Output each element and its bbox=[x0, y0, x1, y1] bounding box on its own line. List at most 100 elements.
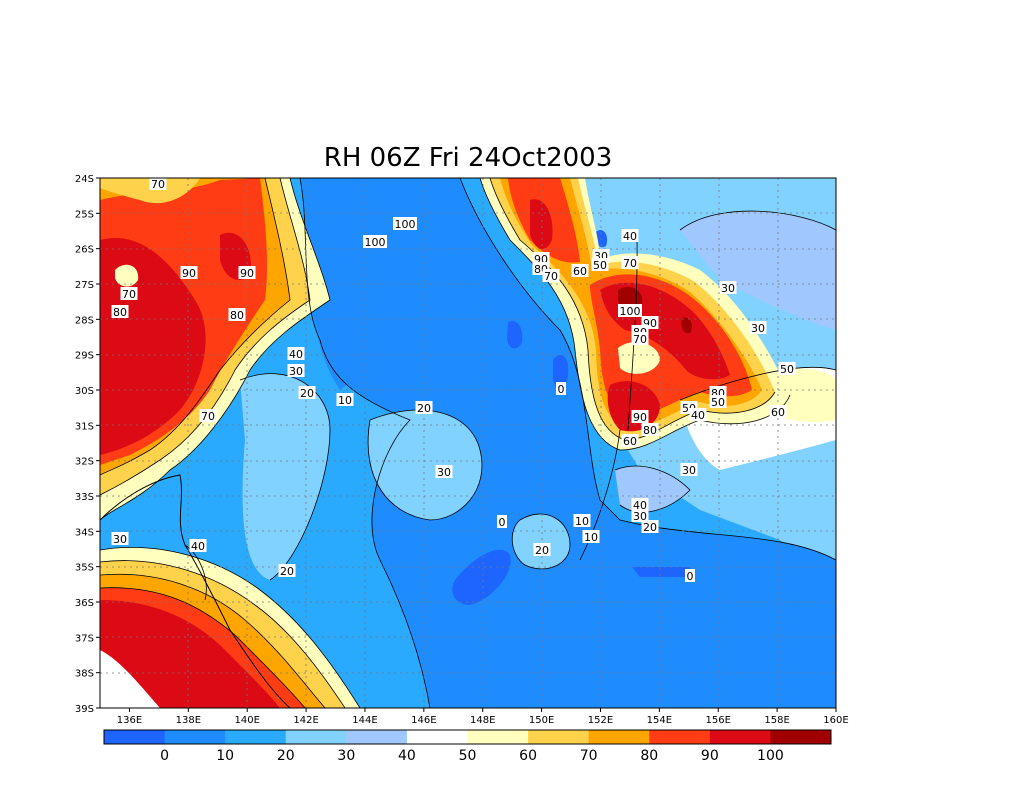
contour-label: 10 bbox=[584, 531, 598, 544]
contour-label: 80 bbox=[643, 424, 657, 437]
colorbar-swatch bbox=[649, 730, 711, 744]
contour-label-bg bbox=[287, 347, 305, 360]
colorbar-label: 70 bbox=[580, 748, 598, 764]
lat-tick-label: 26S bbox=[75, 245, 94, 256]
lon-tick-label: 152E bbox=[588, 715, 613, 726]
colorbar-label: 40 bbox=[398, 748, 416, 764]
lat-tick-label: 24S bbox=[75, 174, 94, 185]
contour-label-bg bbox=[228, 308, 246, 321]
lon-tick-label: 140E bbox=[234, 715, 259, 726]
colorbar-swatch bbox=[588, 730, 650, 744]
contour-label-bg bbox=[571, 264, 589, 277]
colorbar-swatch bbox=[285, 730, 347, 744]
contour-label-bg bbox=[641, 423, 659, 436]
lon-tick-label: 154E bbox=[647, 715, 672, 726]
contour-label: 70 bbox=[623, 257, 637, 270]
contour-label-bg bbox=[415, 401, 433, 414]
contour-label: 0 bbox=[687, 570, 694, 583]
colorbar-swatch bbox=[346, 730, 408, 744]
colorbar-swatch bbox=[528, 730, 590, 744]
contour-label: 50 bbox=[780, 363, 794, 376]
contour-label-bg bbox=[621, 229, 639, 242]
lon-tick-label: 136E bbox=[117, 715, 142, 726]
contour-label: 70 bbox=[122, 288, 136, 301]
contour-label-bg bbox=[120, 287, 138, 300]
colorbar-swatch bbox=[709, 730, 771, 744]
lon-tick-label: 146E bbox=[411, 715, 436, 726]
contour-label-bg bbox=[287, 364, 305, 377]
lat-tick-label: 25S bbox=[75, 209, 94, 220]
contour-label-bg bbox=[631, 509, 649, 522]
colorbar-swatch bbox=[164, 730, 226, 744]
lat-tick-label: 32S bbox=[75, 457, 94, 468]
rh-field bbox=[100, 178, 836, 708]
contour-label: 70 bbox=[633, 333, 647, 346]
contour-label-bg bbox=[769, 405, 787, 418]
contour-label: 50 bbox=[711, 396, 725, 409]
contour-label: 40 bbox=[191, 540, 205, 553]
lat-tick-label: 37S bbox=[75, 633, 94, 644]
contour-label-bg bbox=[532, 252, 550, 265]
lat-tick-label: 28S bbox=[75, 315, 94, 326]
colorbar-label: 10 bbox=[216, 748, 234, 764]
colorbar-swatch bbox=[406, 730, 468, 744]
contour-label: 50 bbox=[593, 259, 607, 272]
contour-label-bg bbox=[363, 235, 387, 248]
contour-label: 20 bbox=[300, 387, 314, 400]
lat-tick-label: 38S bbox=[75, 669, 94, 680]
lon-tick-label: 142E bbox=[293, 715, 318, 726]
contour-label: 30 bbox=[682, 464, 696, 477]
contour-label: 20 bbox=[535, 544, 549, 557]
colorbar-label: 80 bbox=[640, 748, 658, 764]
contour-label: 100 bbox=[365, 236, 386, 249]
contour-label: 40 bbox=[623, 230, 637, 243]
contour-label: 40 bbox=[633, 499, 647, 512]
lat-tick-label: 30S bbox=[75, 386, 94, 397]
contour-label-bg bbox=[621, 434, 639, 447]
contour-label-bg bbox=[149, 177, 167, 190]
contour-label-bg bbox=[111, 532, 129, 545]
contour-label-bg bbox=[618, 304, 642, 317]
contour-label: 60 bbox=[623, 435, 637, 448]
colorbar-label: 30 bbox=[337, 748, 355, 764]
longitude-axis: 136E 138E 140E 142E 144E 146E 148E 150E 152E 154E… bbox=[117, 708, 849, 726]
lat-tick-label: 33S bbox=[75, 492, 94, 503]
contour-label: 10 bbox=[575, 515, 589, 528]
colorbar-label: 50 bbox=[459, 748, 477, 764]
contour-label-bg bbox=[238, 266, 256, 279]
contour-label-bg bbox=[591, 258, 609, 271]
lat-tick-label: 34S bbox=[75, 527, 94, 538]
contour-label: 90 bbox=[182, 267, 196, 280]
lat-tick-label: 39S bbox=[75, 704, 94, 715]
lon-tick-label: 160E bbox=[823, 715, 848, 726]
lon-tick-label: 148E bbox=[470, 715, 495, 726]
map-title: RH 06Z Fri 24Oct2003 bbox=[324, 143, 613, 173]
contour-label-bg bbox=[435, 465, 453, 478]
lon-tick-label: 156E bbox=[706, 715, 731, 726]
lon-tick-label: 150E bbox=[529, 715, 554, 726]
lon-tick-label: 138E bbox=[176, 715, 201, 726]
contour-label: 30 bbox=[289, 365, 303, 378]
contour-label: 30 bbox=[437, 466, 451, 479]
contour-label: 60 bbox=[771, 406, 785, 419]
colorbar-label: 90 bbox=[701, 748, 719, 764]
colorbar-swatch bbox=[467, 730, 529, 744]
contour-label-bg bbox=[582, 530, 600, 543]
contour-label: 80 bbox=[113, 306, 127, 319]
contour-label-bg bbox=[199, 409, 217, 422]
contour-label: 10 bbox=[338, 394, 352, 407]
colorbar-frame bbox=[103, 729, 832, 745]
contour-label-bg bbox=[709, 395, 727, 408]
contour-label: 20 bbox=[417, 402, 431, 415]
colorbar-swatch bbox=[225, 730, 287, 744]
contour-label-bg bbox=[111, 305, 129, 318]
lat-tick-label: 36S bbox=[75, 598, 94, 609]
contour-lines bbox=[100, 178, 836, 708]
contour-label: 30 bbox=[633, 510, 647, 523]
contour-label: 0 bbox=[558, 383, 565, 396]
contour-label-bg bbox=[542, 269, 560, 282]
contour-label: 0 bbox=[499, 516, 506, 529]
contour-label-bg bbox=[641, 520, 659, 533]
